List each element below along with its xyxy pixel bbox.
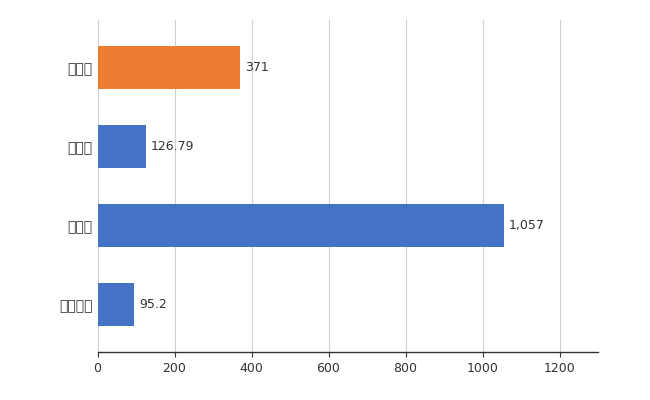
Text: 371: 371 (245, 61, 268, 74)
Text: 126.79: 126.79 (151, 140, 194, 153)
Bar (98, 125, 146, 168)
Text: 95.2: 95.2 (138, 298, 166, 311)
Bar (98, 283, 134, 326)
Bar (98, 46, 240, 89)
Text: 1,057: 1,057 (509, 219, 545, 232)
Bar (98, 204, 504, 247)
